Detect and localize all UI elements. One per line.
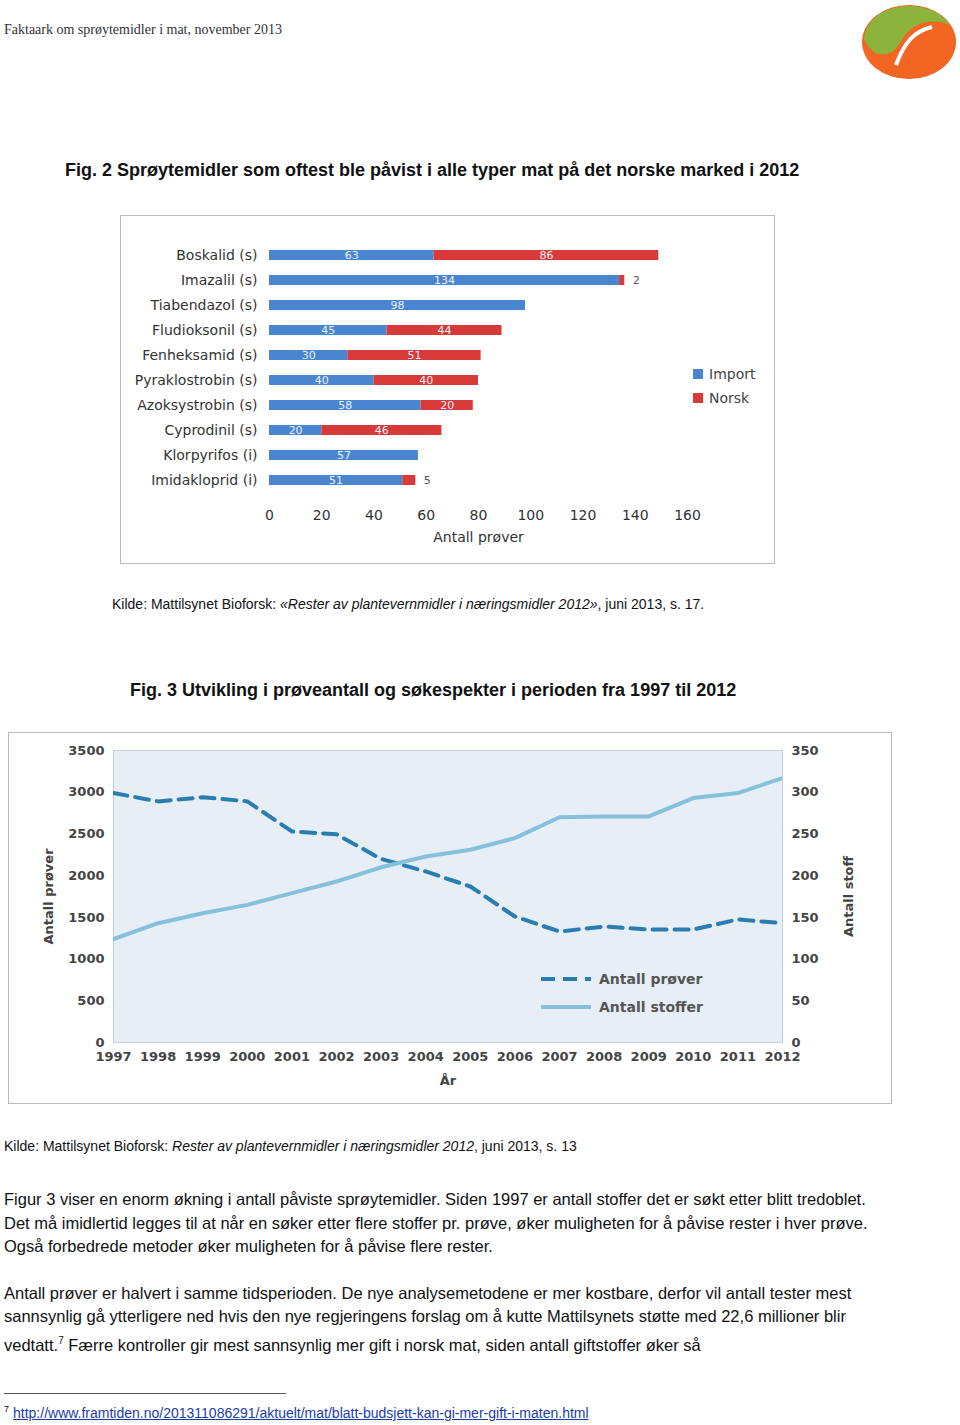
svg-text:Cyprodinil (s): Cyprodinil (s)	[164, 422, 257, 438]
html-text:Fig. 3 Utvikling i prøveantall: Fig. 3 Utvikling i prøveantall og søkesp…	[130, 680, 737, 700]
html-text:Import: Import	[709, 366, 756, 382]
svg-text:80: 80	[470, 507, 488, 523]
svg-text:2004: 2004	[408, 1049, 444, 1064]
svg-text:350: 350	[792, 743, 819, 758]
svg-text:2012: 2012	[764, 1049, 800, 1064]
svg-text:2010: 2010	[675, 1049, 711, 1064]
html-text:Kilde: Mattilsynet Bioforsk: R: Kilde: Mattilsynet Bioforsk: Rester av p…	[4, 1138, 577, 1154]
svg-text:2003: 2003	[363, 1049, 399, 1064]
svg-text:0: 0	[265, 507, 274, 523]
svg-text:150: 150	[792, 910, 819, 925]
html-text:Antall prøver er halvert i sam: Antall prøver er halvert i samme tidsper…	[4, 1283, 852, 1353]
svg-text:2500: 2500	[68, 826, 104, 841]
svg-text:Imazalil (s): Imazalil (s)	[181, 272, 258, 288]
svg-text:1500: 1500	[68, 910, 104, 925]
svg-text:45: 45	[321, 324, 335, 337]
svg-text:2011: 2011	[720, 1049, 756, 1064]
svg-text:Boskalid (s): Boskalid (s)	[176, 247, 257, 263]
svg-text:100: 100	[792, 951, 819, 966]
svg-text:Fenheksamid (s): Fenheksamid (s)	[142, 347, 257, 363]
html-text:Antall stoffer: Antall stoffer	[599, 999, 703, 1015]
html-text:Norsk: Norsk	[709, 390, 750, 406]
svg-text:1997: 1997	[95, 1049, 131, 1064]
svg-text:44: 44	[438, 324, 452, 337]
svg-text:Antall prøver: Antall prøver	[41, 848, 56, 945]
svg-text:1999: 1999	[185, 1049, 221, 1064]
svg-text:År: År	[440, 1073, 457, 1088]
svg-text:20: 20	[289, 424, 303, 437]
svg-text:57: 57	[337, 449, 351, 462]
svg-text:60: 60	[417, 507, 435, 523]
svg-text:Antall prøver: Antall prøver	[433, 529, 524, 545]
svg-text:86: 86	[539, 249, 553, 262]
svg-text:20: 20	[440, 399, 454, 412]
svg-text:120: 120	[570, 507, 597, 523]
svg-text:30: 30	[302, 349, 316, 362]
svg-text:2000: 2000	[229, 1049, 265, 1064]
svg-text:2000: 2000	[68, 868, 104, 883]
svg-text:500: 500	[77, 993, 104, 1008]
svg-text:98: 98	[391, 299, 405, 312]
html-text:Kilde: Mattilsynet Bioforsk: «: Kilde: Mattilsynet Bioforsk: «Rester av …	[112, 596, 705, 612]
svg-text:Imidakloprid (i): Imidakloprid (i)	[151, 472, 257, 488]
svg-text:40: 40	[315, 374, 329, 387]
svg-text:3500: 3500	[68, 743, 104, 758]
svg-text:2006: 2006	[497, 1049, 533, 1064]
svg-text:2002: 2002	[318, 1049, 354, 1064]
svg-text:1000: 1000	[68, 951, 104, 966]
svg-text:58: 58	[338, 399, 352, 412]
svg-text:Klorpyrifos (i): Klorpyrifos (i)	[163, 447, 257, 463]
svg-text:300: 300	[792, 784, 819, 799]
svg-text:Tiabendazol (s): Tiabendazol (s)	[150, 297, 258, 313]
svg-text:40: 40	[365, 507, 383, 523]
svg-text:200: 200	[792, 868, 819, 883]
svg-text:63: 63	[345, 249, 359, 262]
svg-text:100: 100	[517, 507, 544, 523]
svg-text:46: 46	[375, 424, 389, 437]
svg-text:140: 140	[622, 507, 649, 523]
html-text:7 http://www.framtiden.no/2013: 7 http://www.framtiden.no/201311086291/a…	[4, 1404, 589, 1421]
svg-text:50: 50	[792, 993, 810, 1008]
svg-text:Pyraklostrobin (s): Pyraklostrobin (s)	[135, 372, 258, 388]
html-text:Figur 3 viser en enorm økning: Figur 3 viser en enorm økning i antall p…	[4, 1190, 868, 1255]
svg-text:51: 51	[329, 474, 343, 487]
svg-text:2008: 2008	[586, 1049, 622, 1064]
svg-text:20: 20	[313, 507, 331, 523]
svg-text:Fludioksonil (s): Fludioksonil (s)	[152, 322, 257, 338]
html-text:Fig. 2 Sprøytemidler som oftes: Fig. 2 Sprøytemidler som oftest ble påvi…	[65, 160, 800, 180]
html-text:Antall prøver: Antall prøver	[599, 971, 703, 987]
svg-text:2005: 2005	[452, 1049, 488, 1064]
svg-text:Antall stoff: Antall stoff	[841, 855, 856, 937]
svg-text:0: 0	[95, 1035, 104, 1050]
svg-text:2009: 2009	[631, 1049, 667, 1064]
svg-text:2: 2	[633, 274, 640, 287]
svg-text:1998: 1998	[140, 1049, 176, 1064]
svg-text:3000: 3000	[68, 784, 104, 799]
svg-text:134: 134	[434, 274, 455, 287]
svg-text:5: 5	[424, 474, 431, 487]
svg-text:2001: 2001	[274, 1049, 310, 1064]
svg-text:250: 250	[792, 826, 819, 841]
svg-text:51: 51	[407, 349, 421, 362]
svg-text:2007: 2007	[541, 1049, 577, 1064]
svg-text:0: 0	[792, 1035, 801, 1050]
svg-text:160: 160	[674, 507, 701, 523]
html-text:Faktaark om sprøytemidler i ma: Faktaark om sprøytemidler i mat, novembe…	[4, 22, 282, 37]
svg-text:40: 40	[419, 374, 433, 387]
svg-text:Azoksystrobin (s): Azoksystrobin (s)	[137, 397, 257, 413]
